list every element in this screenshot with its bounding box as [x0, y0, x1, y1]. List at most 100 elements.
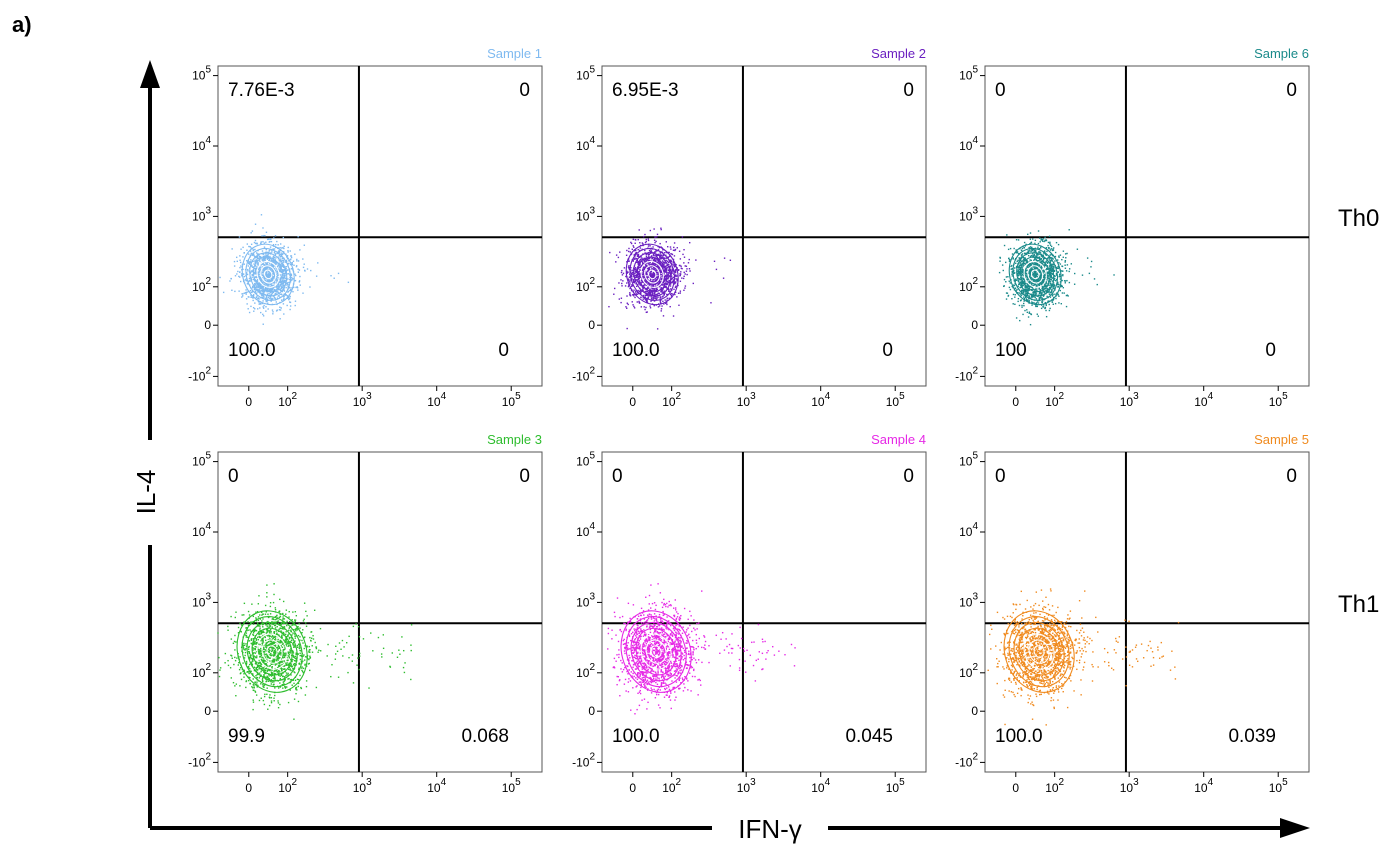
event-dot	[267, 257, 269, 260]
event-dot	[634, 276, 636, 279]
event-dot	[290, 274, 293, 277]
event-dot	[1052, 269, 1055, 271]
event-dot	[271, 287, 273, 289]
event-dot	[301, 670, 304, 673]
event-dot	[1027, 250, 1029, 252]
event-dot	[288, 610, 290, 613]
event-dot	[1040, 272, 1043, 274]
event-dot	[1009, 247, 1012, 250]
event-dot	[276, 285, 278, 287]
event-dot	[1024, 293, 1026, 295]
event-dot	[267, 676, 269, 679]
event-dot	[653, 283, 656, 286]
event-dot	[1028, 268, 1031, 271]
event-dot	[1025, 243, 1027, 246]
event-dot	[263, 269, 265, 271]
event-dot	[259, 283, 262, 285]
event-dot	[1037, 302, 1040, 304]
event-dot	[1015, 265, 1018, 268]
event-dot	[253, 271, 255, 274]
event-dot	[1038, 251, 1040, 253]
event-dot	[652, 294, 654, 296]
panel-label: a)	[12, 12, 32, 37]
event-dot	[648, 253, 651, 256]
event-dot	[1026, 276, 1029, 279]
event-dot	[266, 255, 269, 257]
event-dot	[1025, 252, 1027, 254]
event-dot	[262, 259, 264, 262]
event-dot	[239, 667, 242, 669]
event-dot	[645, 240, 647, 243]
event-dot	[245, 278, 248, 280]
event-dot	[257, 257, 259, 259]
event-dot	[285, 266, 287, 268]
event-dot	[289, 278, 291, 281]
event-dot	[1017, 285, 1020, 287]
event-dot	[639, 276, 641, 279]
event-dot	[673, 242, 676, 244]
quadrant-value-upper-right: 0	[1286, 80, 1297, 101]
event-dot	[249, 254, 252, 256]
event-dot	[1035, 305, 1037, 308]
event-dot	[1048, 284, 1050, 287]
event-dot	[248, 280, 251, 282]
event-dot	[257, 297, 260, 299]
event-dot	[273, 660, 276, 662]
event-dot	[672, 263, 674, 266]
event-dot	[651, 289, 653, 291]
event-dot	[1017, 300, 1019, 303]
event-dot	[256, 286, 258, 288]
event-dot	[1033, 267, 1036, 270]
event-dot	[1029, 259, 1031, 261]
event-dot	[262, 286, 264, 288]
event-dot	[650, 287, 653, 289]
event-dot	[276, 240, 278, 243]
event-dot	[263, 673, 265, 676]
event-dot	[277, 264, 279, 267]
event-dot	[256, 263, 258, 265]
event-dot	[655, 298, 658, 300]
event-dot	[1009, 282, 1012, 284]
event-dot	[291, 276, 293, 279]
y-tick-label: 0	[204, 704, 211, 718]
event-dot	[1014, 267, 1016, 269]
event-dot	[1030, 285, 1032, 288]
event-dot	[656, 233, 659, 236]
event-dot	[643, 277, 645, 279]
event-dot	[1057, 271, 1060, 273]
event-dot	[265, 248, 267, 251]
event-dot	[1011, 268, 1014, 270]
event-dot	[1010, 265, 1012, 268]
event-dot	[640, 290, 642, 293]
event-dot	[1023, 290, 1025, 293]
event-dot	[663, 270, 666, 272]
event-dot	[294, 253, 296, 255]
event-dot	[620, 279, 622, 281]
event-dot	[256, 280, 259, 283]
event-dot	[676, 296, 678, 298]
event-dot	[276, 287, 279, 289]
event-dot	[264, 286, 267, 288]
event-dot	[245, 643, 247, 645]
event-dot	[1046, 274, 1049, 277]
event-dot	[1058, 262, 1060, 264]
event-dot	[265, 288, 267, 290]
event-dot	[235, 611, 237, 613]
event-dot	[1029, 263, 1031, 266]
event-dot	[266, 278, 268, 280]
event-dot	[630, 285, 633, 288]
event-dot	[269, 294, 271, 296]
event-dot	[1053, 284, 1056, 287]
event-dot	[1037, 254, 1039, 256]
event-dot	[294, 671, 296, 674]
event-dot	[684, 287, 686, 289]
event-dot	[667, 256, 670, 259]
event-dot	[661, 291, 663, 293]
event-dot	[1057, 265, 1059, 268]
event-dot	[1039, 289, 1041, 291]
event-dot	[648, 274, 651, 277]
event-dot	[650, 276, 653, 278]
event-dot	[1020, 263, 1022, 265]
event-dot	[265, 262, 267, 265]
event-dot	[268, 260, 271, 262]
